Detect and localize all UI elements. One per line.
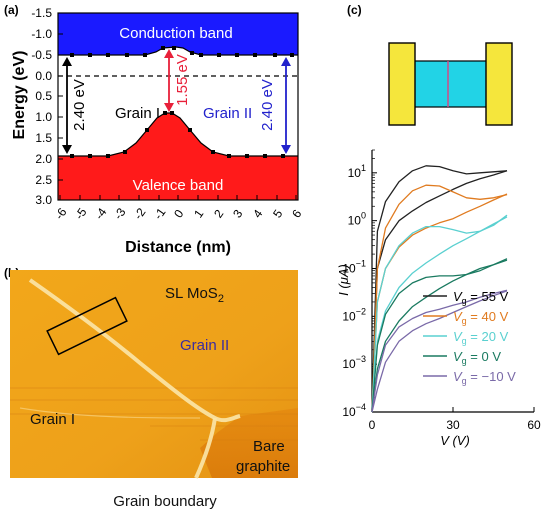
band-yticks: -1.5 -1.0 -0.5 0.0 0.5 1.0 1.5 2.0 2.5 3… (31, 6, 63, 207)
svg-text:6: 6 (289, 207, 304, 221)
device-right-pad (485, 42, 513, 126)
iv-legend-label: Vg = 55 V (453, 289, 509, 306)
iv-ytick-label: 10−2 (342, 306, 366, 323)
stm-boundary-caption: Grain boundary (113, 493, 217, 510)
svg-text:-6: -6 (52, 205, 70, 222)
iv-series-2 (371, 184, 508, 413)
iv-ytick-label: 101 (348, 163, 366, 180)
band-diagram: Energy (eV) Conduction band Valence band… (11, 6, 305, 256)
svg-text:3.0: 3.0 (35, 193, 52, 207)
conduction-band-label: Conduction band (119, 25, 232, 42)
panel-label-c: (c) (347, 3, 362, 17)
iv-xtick-label: 60 (527, 418, 541, 432)
iv-series-5 (371, 216, 508, 413)
iv-ytick-label: 100 (348, 211, 366, 228)
svg-text:1.5: 1.5 (35, 131, 52, 145)
valence-band-label: Valence band (133, 177, 224, 194)
iv-legend-label: Vg = 0 V (453, 349, 501, 366)
gap-right-label: 2.40 eV (259, 79, 276, 131)
stm-graphite-label: graphite (236, 458, 290, 475)
gap-left-label: 2.40 eV (71, 79, 88, 131)
svg-text:2.5: 2.5 (35, 173, 52, 187)
stm-grain2-label: Grain II (180, 337, 229, 354)
band-ylabel: Energy (eV) (11, 51, 28, 140)
iv-legend-label: Vg = 40 V (453, 309, 509, 326)
svg-text:1: 1 (191, 207, 206, 221)
iv-ylabel: I (μA) (336, 264, 351, 296)
iv-series-1 (371, 170, 508, 413)
svg-text:0: 0 (171, 207, 186, 221)
device-left-pad (388, 42, 416, 126)
svg-text:-1: -1 (151, 205, 169, 222)
iv-series-7 (371, 259, 508, 413)
gap-arrow-left (62, 57, 72, 154)
svg-text:0.5: 0.5 (35, 89, 52, 103)
iv-ytick-label: 10−4 (342, 402, 366, 419)
grain2-label: Grain II (203, 105, 252, 122)
svg-text:0.0: 0.0 (35, 69, 52, 83)
gap-arrow-center (164, 49, 174, 112)
stm-sl-label: SL MoS2 (165, 285, 224, 305)
svg-text:-1.0: -1.0 (31, 27, 52, 41)
svg-text:4: 4 (250, 207, 265, 221)
iv-series-6 (371, 258, 508, 413)
svg-text:2.0: 2.0 (35, 152, 52, 166)
stm-grain1-label: Grain I (30, 411, 75, 428)
panel-label-a: (a) (4, 3, 19, 17)
iv-ytick-label: 10−3 (342, 354, 366, 371)
iv-xtick-label: 0 (369, 418, 376, 432)
svg-text:2: 2 (211, 207, 226, 221)
iv-series-0 (371, 165, 508, 413)
svg-text:-1.5: -1.5 (31, 6, 52, 20)
svg-text:-2: -2 (131, 205, 149, 222)
gap-center-label: 1.55 eV (174, 54, 191, 106)
iv-legend-label: Vg = −10 V (453, 369, 516, 386)
svg-text:3: 3 (230, 207, 245, 221)
svg-text:5: 5 (270, 207, 285, 221)
stm-bare-label: Bare (253, 438, 285, 455)
svg-text:-3: -3 (111, 205, 129, 222)
band-data-markers (70, 46, 294, 158)
iv-xlabel: V (V) (440, 433, 470, 448)
iv-xtick-label: 30 (446, 418, 460, 432)
iv-legend-label: Vg = 20 V (453, 329, 509, 346)
svg-text:-0.5: -0.5 (31, 48, 52, 62)
device-schematic (388, 42, 513, 126)
valence-band-region (58, 113, 298, 200)
iv-series-9 (371, 290, 508, 413)
conduction-band-region (58, 13, 298, 55)
stm-image: SL MoS2 Grain II Grain I Bare graphite G… (10, 270, 298, 510)
svg-text:-4: -4 (92, 205, 110, 222)
gap-arrow-right (281, 57, 291, 154)
iv-chart: I (μA) 10−4 10−3 10−2 10−1 100 101 0 30 60 Vg = … (336, 149, 541, 448)
svg-text:1.0: 1.0 (35, 110, 52, 124)
device-channel (412, 60, 489, 108)
scan-box (46, 296, 128, 356)
iv-series-8 (371, 289, 508, 413)
svg-text:-5: -5 (72, 205, 90, 222)
iv-ytick-label: 10−1 (342, 258, 366, 275)
grain1-label: Grain I (115, 105, 160, 122)
band-xlabel: Distance (nm) (125, 239, 231, 256)
